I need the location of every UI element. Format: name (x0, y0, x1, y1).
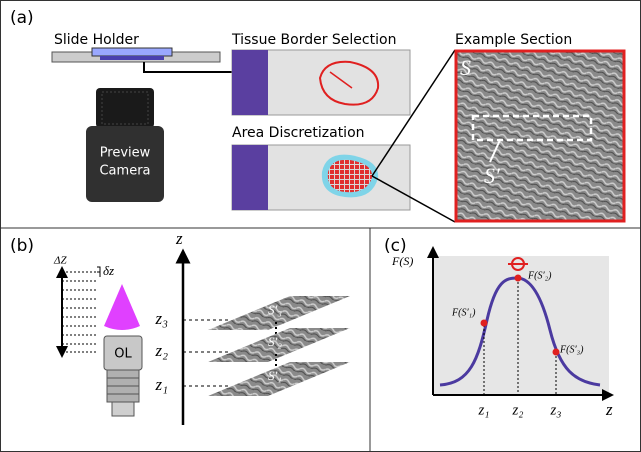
plane-label: z₂ (154, 341, 168, 360)
range-label: ΔZ (53, 255, 67, 267)
slide (92, 48, 172, 56)
example-section-label: Example Section (455, 32, 572, 48)
slide (100, 56, 164, 60)
section-label: S (460, 55, 471, 80)
figure: (a) Slide Holder Preview Camera Tissue B… (0, 0, 641, 452)
panel-label: (a) (10, 8, 34, 28)
objective-label: OL (114, 347, 132, 362)
point (553, 349, 560, 356)
x-axis-label: z (605, 400, 613, 419)
point-label: F(S′₃) (559, 344, 584, 355)
plane-label: z₁ (154, 375, 168, 394)
point-label: F(S′₁) (451, 307, 476, 318)
step-lines (62, 272, 96, 352)
slide-label-band (232, 50, 268, 115)
example-section (456, 51, 624, 221)
z-axis-label: z (175, 229, 183, 248)
point (481, 320, 488, 327)
objective-tip (112, 402, 134, 416)
cable (144, 62, 232, 72)
slice-label: S′₃ (268, 302, 282, 317)
slide-holder-label: Slide Holder (54, 32, 139, 48)
camera-lens (96, 88, 154, 128)
light-cone (104, 284, 140, 330)
x-tick-label: z₃ (549, 402, 561, 418)
x-tick-label: z₁ (477, 402, 489, 418)
subsection-label: S′ (484, 163, 501, 188)
point-label: F(S′₂) (527, 270, 552, 281)
panel-label: (b) (10, 236, 34, 256)
y-axis-label: F(S) (391, 254, 413, 268)
step-bracket (97, 267, 100, 277)
slide-label-band (232, 145, 268, 210)
tissue-border-label: Tissue Border Selection (231, 32, 396, 48)
point (515, 275, 522, 282)
camera-label: Camera (99, 164, 150, 179)
slice-label: S′₁ (268, 368, 282, 383)
step-label: δz (103, 263, 114, 278)
camera-label: Preview (100, 146, 151, 161)
area-label: Area Discretization (232, 125, 365, 141)
plane-label: z₃ (154, 309, 168, 328)
slice-label: S′₂ (268, 334, 282, 349)
x-tick-label: z₂ (511, 402, 523, 418)
